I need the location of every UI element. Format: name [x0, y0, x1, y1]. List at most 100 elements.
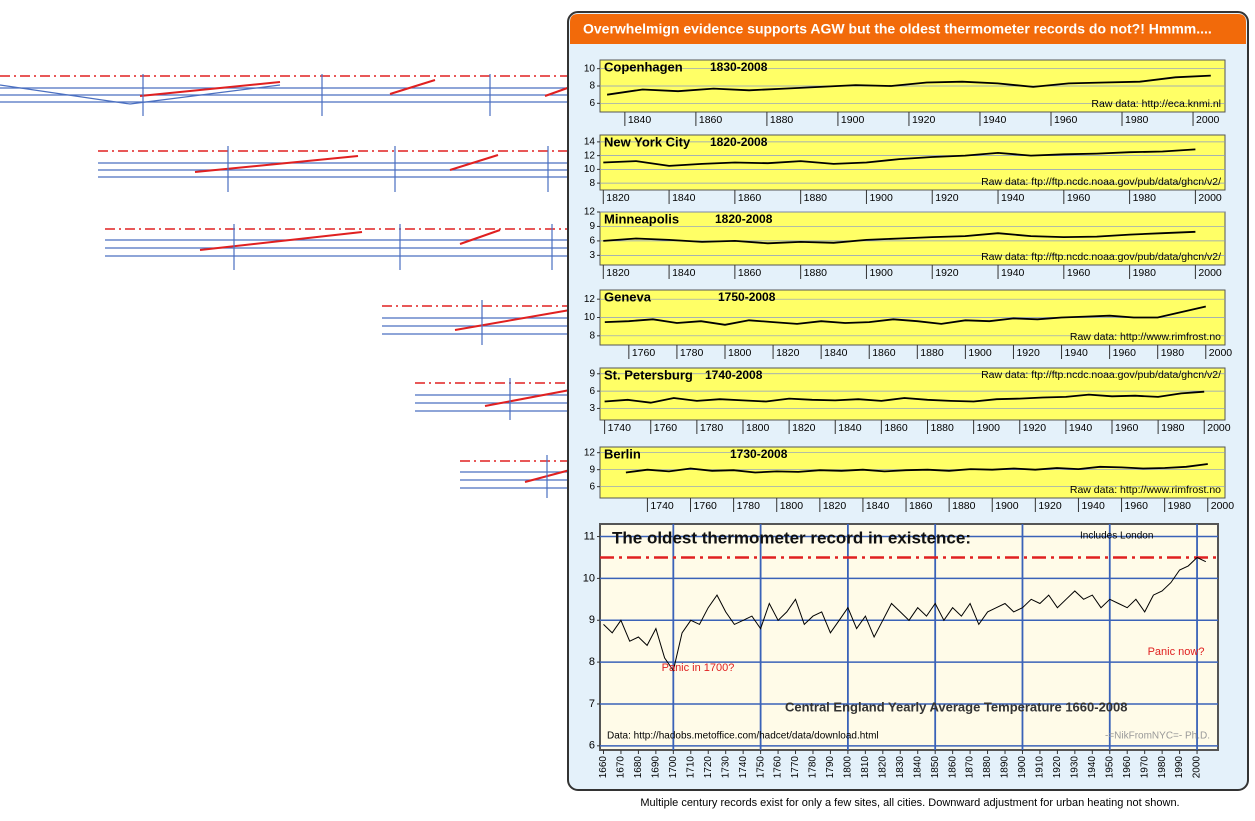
y-tick-label: 3	[589, 403, 595, 414]
x-tick-label: 1760	[694, 500, 718, 512]
period: 1730-2008	[730, 447, 788, 461]
temperature-line	[603, 556, 1207, 672]
x-tick-label: 2000	[1198, 267, 1222, 279]
annotation: Panic now?	[1148, 646, 1205, 658]
x-tick-label: 1780	[680, 347, 704, 359]
x-tick-label: 1940	[1069, 422, 1093, 434]
x-tick-label: 1920	[1038, 500, 1062, 512]
x-tick-label: 1940	[1081, 500, 1105, 512]
y-tick-label: 6	[589, 740, 595, 752]
y-tick-label: 14	[584, 137, 596, 148]
x-tick-label: 1880	[804, 267, 828, 279]
y-tick-label: 12	[584, 207, 596, 218]
temperature-line	[604, 390, 1205, 404]
x-tick-label: 1880	[930, 422, 954, 434]
x-tick-label: 1780	[808, 756, 819, 779]
header-title: Overwhelmign evidence supports AGW but t…	[583, 21, 1212, 37]
source: Raw data: ftp://ftp.ncdc.noaa.gov/pub/da…	[981, 369, 1221, 381]
x-tick-label: 1890	[1000, 756, 1011, 779]
x-tick-label: 1880	[770, 114, 794, 126]
y-tick-label: 11	[584, 530, 595, 542]
y-tick-label: 12	[584, 447, 596, 458]
x-tick-label: 1850	[930, 756, 941, 779]
x-tick-label: 1690	[651, 756, 662, 779]
x-tick-label: 1820	[823, 500, 847, 512]
footer-note: Multiple century records exist for only …	[640, 797, 1179, 809]
x-tick-label: 1800	[780, 500, 804, 512]
x-tick-label: 1790	[825, 756, 836, 779]
note: Includes London	[1080, 531, 1153, 542]
x-tick-label: 1960	[1067, 267, 1091, 279]
y-tick-label: 7	[589, 698, 595, 710]
x-tick-label: 2000	[1209, 347, 1233, 359]
x-tick-label: 1760	[632, 347, 656, 359]
x-tick-label: 1960	[1122, 756, 1133, 779]
x-tick-label: 1910	[1035, 756, 1046, 779]
source: Raw data: http://www.rimfrost.no	[1070, 484, 1221, 496]
y-tick-label: 10	[584, 63, 596, 74]
y-tick-label: 12	[584, 150, 596, 161]
credit: -=NikFromNYC=- Ph.D.	[1105, 731, 1210, 742]
y-tick-label: 10	[583, 572, 595, 584]
x-tick-label: 1820	[606, 192, 630, 204]
source: Raw data: http://eca.knmi.nl	[1091, 98, 1221, 110]
x-tick-label: 1900	[869, 192, 893, 204]
plot-area	[599, 367, 1226, 421]
x-tick-label: 1800	[746, 422, 770, 434]
x-tick-label: 1980	[1133, 267, 1157, 279]
source: Data: http://hadobs.metoffice.com/hadcet…	[607, 731, 879, 742]
x-tick-label: 2000	[1192, 756, 1203, 779]
x-tick-label: 1950	[1104, 756, 1115, 779]
x-tick-label: 1780	[737, 500, 761, 512]
y-tick-label: 3	[589, 250, 595, 261]
station: New York City	[604, 134, 691, 149]
x-tick-label: 1870	[965, 756, 976, 779]
x-tick-label: 1880	[804, 192, 828, 204]
x-tick-label: 1860	[738, 192, 762, 204]
y-tick-label: 12	[584, 294, 596, 305]
x-tick-label: 1880	[920, 347, 944, 359]
x-tick-label: 1920	[935, 192, 959, 204]
x-tick-label: 2000	[1196, 114, 1220, 126]
chart-title: The oldest thermometer record in existen…	[612, 528, 971, 547]
y-tick-label: 8	[589, 81, 595, 92]
source: Raw data: http://www.rimfrost.no	[1070, 331, 1221, 343]
x-tick-label: 1840	[824, 347, 848, 359]
x-tick-label: 1920	[1016, 347, 1040, 359]
x-tick-label: 1810	[860, 756, 871, 779]
y-tick-label: 6	[589, 386, 595, 397]
period: 1750-2008	[718, 290, 776, 304]
x-tick-label: 1860	[699, 114, 723, 126]
plot-area	[599, 446, 1226, 499]
x-tick-label: 1920	[1052, 756, 1063, 779]
y-tick-label: 6	[589, 236, 595, 247]
x-tick-label: 1760	[654, 422, 678, 434]
y-tick-label: 8	[589, 178, 595, 189]
x-tick-label: 1980	[1168, 500, 1192, 512]
station: St. Petersburg	[604, 367, 693, 382]
x-tick-label: 1670	[616, 756, 627, 779]
temperature-line	[603, 230, 1196, 245]
x-tick-label: 1920	[935, 267, 959, 279]
header-bar	[570, 14, 1246, 44]
x-tick-label: 1940	[1065, 347, 1089, 359]
x-tick-label: 1800	[728, 347, 752, 359]
x-tick-label: 1980	[1161, 422, 1185, 434]
x-tick-label: 1900	[869, 267, 893, 279]
station: Copenhagen	[604, 59, 683, 74]
x-tick-label: 1900	[977, 422, 1001, 434]
y-tick-label: 6	[589, 98, 595, 109]
x-tick-label: 1900	[995, 500, 1019, 512]
period: 1830-2008	[710, 60, 768, 74]
x-tick-label: 1760	[773, 756, 784, 779]
x-tick-label: 1840	[912, 756, 923, 779]
x-tick-label: 1930	[1069, 756, 1080, 779]
period: 1740-2008	[705, 368, 763, 382]
station: Berlin	[604, 446, 641, 461]
x-tick-label: 1980	[1133, 192, 1157, 204]
y-tick-label: 8	[589, 330, 595, 341]
x-tick-label: 1920	[1023, 422, 1047, 434]
x-tick-label: 1980	[1157, 756, 1168, 779]
y-tick-label: 9	[589, 464, 595, 475]
